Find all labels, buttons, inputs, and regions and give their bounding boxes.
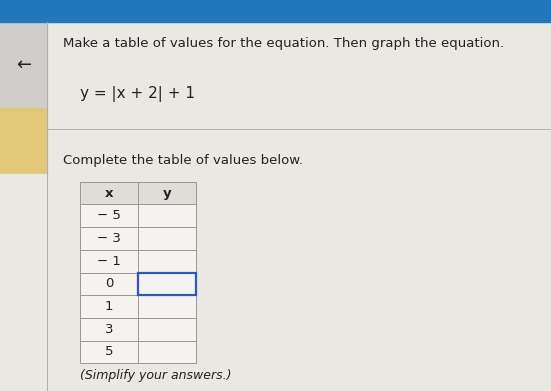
Text: − 1: − 1 (97, 255, 121, 268)
Text: Complete the table of values below.: Complete the table of values below. (63, 154, 304, 167)
Text: Make a table of values for the equation. Then graph the equation.: Make a table of values for the equation.… (63, 36, 505, 50)
Bar (80, 227, 138, 250)
Text: − 5: − 5 (97, 209, 121, 222)
Bar (138, 273, 196, 295)
Bar (80, 204, 138, 227)
Text: 5: 5 (105, 345, 113, 359)
Text: − 3: − 3 (97, 232, 121, 245)
Bar (138, 204, 196, 227)
Bar (138, 273, 196, 295)
Text: y = |x + 2| + 1: y = |x + 2| + 1 (80, 86, 195, 102)
Text: x: x (105, 187, 113, 200)
Bar (0, 108, 47, 174)
Bar (0, 22, 47, 108)
Bar (80, 341, 138, 363)
Bar (80, 182, 138, 204)
Bar (80, 295, 138, 318)
Bar (138, 182, 196, 204)
Bar (138, 318, 196, 341)
Text: 1: 1 (105, 300, 113, 313)
Text: ←: ← (16, 56, 31, 74)
Text: y: y (163, 187, 171, 200)
Bar (138, 227, 196, 250)
Text: 3: 3 (105, 323, 113, 336)
Bar (138, 341, 196, 363)
Bar (80, 273, 138, 295)
Bar (80, 250, 138, 273)
Text: 0: 0 (105, 277, 113, 291)
Bar (138, 250, 196, 273)
Bar (0, 0, 551, 22)
Bar (0, 174, 47, 391)
Bar (138, 295, 196, 318)
Bar (80, 318, 138, 341)
Text: (Simplify your answers.): (Simplify your answers.) (80, 369, 231, 382)
